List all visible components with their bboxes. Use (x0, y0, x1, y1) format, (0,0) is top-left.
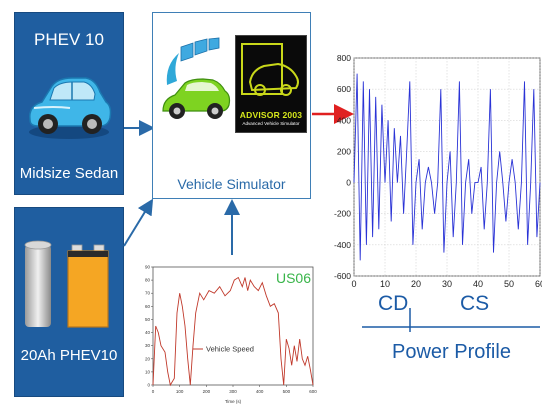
battery-panel: 20Ah PHEV10 (14, 207, 124, 397)
speed-y-tick-label: 30 (145, 343, 151, 348)
power-y-tick-label: 400 (337, 115, 351, 125)
speed-series-line (152, 276, 314, 387)
advisor-title: ADVISOR 2003 (239, 110, 303, 120)
battery-pack-icon (67, 244, 109, 328)
arrow-battery-to-simulator (123, 198, 154, 247)
speed-x-tick-label: 400 (256, 389, 264, 394)
cd-label: CD (378, 292, 409, 315)
speed-y-tick-label: 40 (145, 330, 151, 335)
speed-y-tick-label: 60 (145, 304, 151, 309)
speed-y-tick-label: 70 (145, 291, 151, 296)
speed-y-tick-label: 20 (145, 356, 151, 361)
power-series-line (353, 73, 541, 261)
speed-y-tick-label: 0 (147, 383, 150, 388)
speed-y-tick-label: 90 (145, 265, 151, 270)
power-x-tick-label: 50 (504, 279, 514, 289)
speed-x-tick-label: 100 (176, 389, 184, 394)
battery-caption: 20Ah PHEV10 (20, 347, 118, 364)
power-profile-title: Power Profile (392, 341, 511, 363)
speed-x-tick-label: 300 (229, 389, 237, 394)
power-x-tick-label: 40 (473, 279, 483, 289)
simulator-car-icon (162, 37, 231, 119)
power-x-tick-label: 0 (351, 279, 356, 289)
speed-x-tick-label: 500 (283, 389, 291, 394)
advisor-car-icon (241, 43, 299, 96)
speed-x-axis-label: Time (s) (225, 399, 242, 404)
speed-x-tick-label: 200 (203, 389, 211, 394)
speed-plot-frame (152, 266, 314, 386)
vehicle-simulator-box: ADVISOR 2003 Advanced Vehicle Simulator … (152, 12, 311, 199)
power-x-tick-label: 60 (535, 279, 542, 289)
speed-cycle-label: US06 (276, 270, 311, 286)
power-x-tick-label: 30 (442, 279, 452, 289)
speed-y-tick-label: 80 (145, 278, 151, 283)
power-y-tick-label: 600 (337, 84, 351, 94)
car-icon (29, 77, 112, 139)
battery-cell-icon (24, 240, 52, 327)
speed-legend-label: Vehicle Speed (206, 345, 254, 354)
vehicle-caption: Midsize Sedan (19, 165, 119, 182)
power-y-tick-label: -400 (334, 240, 351, 250)
power-x-tick-label: 20 (411, 279, 421, 289)
advisor-subtitle: Advanced Vehicle Simulator (242, 121, 300, 126)
power-y-tick-label: 200 (337, 146, 351, 156)
power-y-tick-label: -600 (334, 271, 351, 281)
speed-x-tick-label: 600 (309, 389, 317, 394)
vehicle-title: PHEV 10 (34, 30, 104, 49)
speed-cycle-chart: 0 100 200 300 400 500 600 0 10 20 30 40 50 60 70 80 90 Ve… (145, 265, 317, 405)
speed-y-tick-label: 10 (145, 369, 151, 374)
cd-cs-divider (362, 308, 540, 332)
power-y-tick-label: 0 (346, 178, 351, 188)
simulator-label: Vehicle Simulator (177, 176, 286, 192)
power-x-tick-label: 10 (380, 279, 390, 289)
power-y-tick-label: -200 (334, 209, 351, 219)
speed-x-tick-label: 0 (152, 389, 155, 394)
advisor-logo: ADVISOR 2003 Advanced Vehicle Simulator (235, 35, 307, 133)
power-profile-chart: 0 10 20 30 40 50 60 -600 -400 -200 0 200 400 600 800 (334, 53, 542, 289)
cs-label: CS (460, 292, 490, 315)
speed-y-tick-label: 50 (145, 317, 151, 322)
vehicle-panel: PHEV 10 Midsize Sedan (14, 12, 124, 195)
power-y-tick-label: 800 (337, 53, 351, 63)
